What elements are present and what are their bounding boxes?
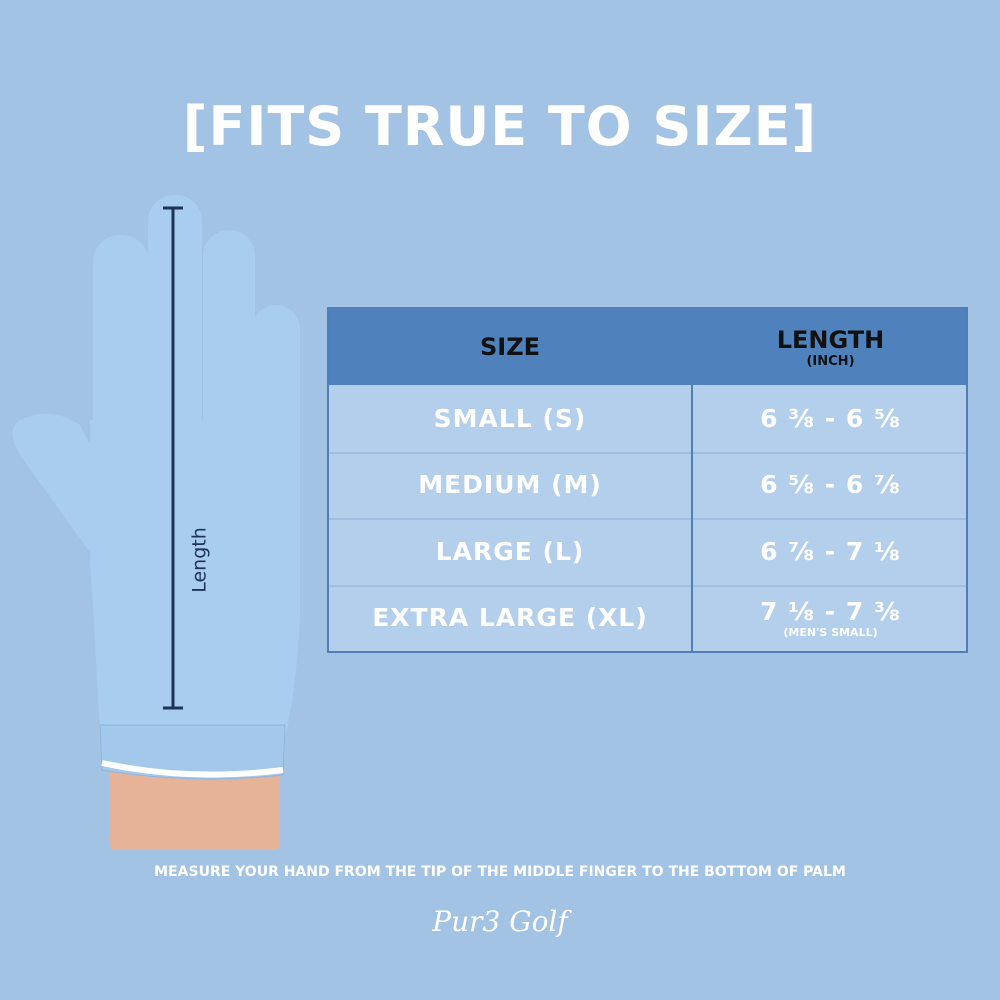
size-table: SIZE LENGTH (INCH) SMALL (S) 6 ⅜ - 6 ⅝ MEDI… <box>327 307 968 653</box>
cuff-edge <box>101 760 284 778</box>
size-cell: MEDIUM (M) <box>329 452 691 519</box>
length-label: 7 ⅛ - 7 ⅜ <box>760 596 901 626</box>
length-cell: 6 ⅞ - 7 ⅛ <box>693 518 968 585</box>
table-row: SMALL (S) 6 ⅜ - 6 ⅝ <box>329 385 966 454</box>
header-cell: SIZE <box>329 309 691 385</box>
header-row: SIZE LENGTH (INCH) <box>329 309 966 385</box>
table-row: EXTRA LARGE (XL) 7 ⅛ - 7 ⅜ (MEN'S SMALL) <box>329 585 966 652</box>
length-label: 6 ⅞ - 7 ⅛ <box>760 536 901 566</box>
header-label: SIZE <box>479 333 540 361</box>
measure-label: Length <box>189 527 211 593</box>
palm <box>90 420 300 735</box>
length-note: (MEN'S SMALL) <box>783 625 878 639</box>
size-cell: SMALL (S) <box>329 385 691 452</box>
wrist <box>110 760 280 850</box>
cuff <box>99 724 286 780</box>
size-label: EXTRA LARGE (XL) <box>372 603 648 633</box>
size-cell: EXTRA LARGE (XL) <box>329 585 691 652</box>
header-label: LENGTH <box>776 325 885 354</box>
length-cell: 7 ⅛ - 7 ⅜ (MEN'S SMALL) <box>693 585 968 652</box>
instruction: MEASURE YOUR HAND FROM THE TIP OF THE MI… <box>154 864 846 880</box>
finger <box>203 230 255 460</box>
header-unit: (INCH) <box>806 353 855 369</box>
table-row: MEDIUM (M) 6 ⅝ - 6 ⅞ <box>329 452 968 520</box>
length-label: 6 ⅜ - 6 ⅝ <box>760 403 901 433</box>
size-label: SMALL (S) <box>433 403 587 433</box>
size-label: MEDIUM (M) <box>418 470 602 500</box>
length-label: 6 ⅝ - 6 ⅞ <box>760 470 901 500</box>
glove-illustration: Length <box>12 195 300 850</box>
finger <box>148 195 202 455</box>
column-divider <box>691 385 693 651</box>
finger <box>93 235 149 465</box>
length-cell: 6 ⅝ - 6 ⅞ <box>693 452 968 519</box>
title: [FITS TRUE TO SIZE] <box>182 95 818 158</box>
brand-logo: Pur3 Golf <box>432 905 568 938</box>
table-row: LARGE (L) 6 ⅞ - 7 ⅛ <box>329 518 966 587</box>
size-cell: LARGE (L) <box>329 518 691 585</box>
size-label: LARGE (L) <box>435 536 585 566</box>
length-cell: 6 ⅜ - 6 ⅝ <box>693 385 968 452</box>
header-cell: LENGTH (INCH) <box>693 309 968 385</box>
